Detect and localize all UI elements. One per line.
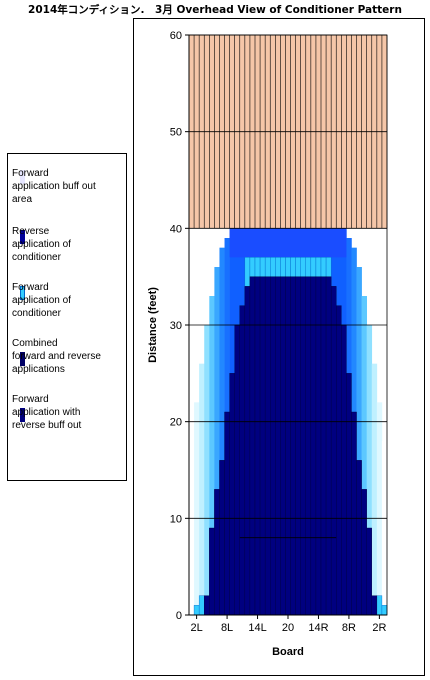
bar-forward (193, 605, 200, 616)
bar-combined (264, 276, 271, 616)
bar-forward (381, 605, 388, 616)
bar-reverse (366, 325, 373, 615)
bar-reverse (199, 363, 205, 615)
y-tick-label: 20 (170, 417, 182, 429)
bar-reverse (376, 402, 383, 615)
x-tick-label: 2L (190, 622, 202, 634)
bar-forward (376, 595, 383, 616)
legend-item-forward-reverse-buff: Forward application with reverse buff ou… (8, 393, 126, 453)
bar-combined (320, 276, 327, 616)
chart-title: 2014年コンディション. 3月 Overhead View of Condit… (28, 4, 402, 16)
bar-combined (219, 460, 225, 616)
y-tick-label: 30 (170, 320, 182, 332)
bar-combined (315, 276, 322, 616)
bar-combined (346, 373, 352, 616)
bar-combined (229, 373, 235, 616)
legend-item-reverse: Reverse application of conditioner (8, 225, 126, 285)
legend-label-combined: Combined forward and reverse application… (12, 338, 101, 375)
bar-reverse (214, 267, 220, 615)
bar-reverse (356, 267, 362, 615)
bar-combined (351, 411, 357, 616)
x-tick-label: 14L (248, 622, 266, 634)
y-tick-label: 0 (176, 610, 182, 622)
bar-combined (209, 527, 215, 616)
legend-label-forward: Forward application of conditioner (12, 282, 71, 319)
bar-combined (330, 286, 337, 616)
x-axis-ticks: 2L 8L 14L 20 14R 8R 2R (189, 614, 387, 634)
bar-combined (280, 276, 286, 616)
legend-label-buff-out: Forward application buff out area (12, 168, 96, 205)
bar-combined (214, 489, 220, 616)
y-axis-title: Distance (feet) (147, 287, 159, 363)
bar-combined (275, 276, 281, 616)
bar-combined (336, 305, 342, 616)
x-tick-label: 8R (342, 622, 356, 634)
bar-combined (270, 276, 276, 616)
legend-swatch-forward-reverse-buff (20, 408, 25, 422)
legend-swatch-buff-out (20, 170, 25, 184)
bar-reverse (204, 325, 210, 615)
bar-combined (290, 276, 296, 616)
bar-reverse (219, 247, 225, 615)
y-tick-label: 50 (170, 127, 182, 139)
legend-label-reverse: Reverse application of conditioner (12, 226, 71, 263)
bar-combined (325, 276, 332, 616)
legend-swatch-forward (20, 286, 25, 300)
bar-combined (285, 276, 291, 616)
bar-combined (239, 305, 246, 616)
bar-combined (224, 411, 230, 616)
x-tick-label: 20 (282, 622, 294, 634)
bar-combined (300, 276, 306, 616)
bar-combined (254, 276, 261, 616)
bar-combined (204, 595, 210, 616)
bar-combined (371, 595, 378, 616)
bar-combined (234, 324, 240, 616)
legend-item-buff-out: Forward application buff out area (8, 167, 126, 227)
x-tick-label: 2R (372, 622, 386, 634)
bar-combined (356, 460, 362, 616)
bar-reverse (381, 441, 388, 615)
x-axis-title: Board (272, 646, 304, 658)
bar-reverse (209, 296, 215, 615)
bar-combined (305, 276, 312, 616)
bar-combined (295, 276, 301, 616)
bar-combined (259, 276, 266, 616)
y-tick-label: 40 (170, 223, 182, 235)
bar-reverse (189, 441, 195, 615)
bar-combined (244, 286, 251, 616)
legend-swatch-reverse (20, 230, 25, 244)
bar-combined (366, 527, 372, 616)
legend: Forward application buff out area Revers… (7, 153, 127, 481)
legend-label-forward-reverse-buff: Forward application with reverse buff ou… (12, 394, 82, 431)
bar-reverse (371, 363, 378, 615)
bar-combined (361, 489, 367, 616)
bar-combined (249, 276, 256, 616)
bar-reverse-top-band (229, 228, 347, 258)
bar-combined (310, 276, 317, 616)
x-tick-label: 8L (221, 622, 233, 634)
y-tick-label: 10 (170, 513, 182, 525)
bar-combined (341, 324, 347, 616)
legend-item-combined: Combined forward and reverse application… (8, 337, 126, 397)
x-tick-label: 14R (308, 622, 328, 634)
bar-reverse (361, 296, 367, 615)
y-axis-ticks: 0 10 20 30 40 50 60 (170, 30, 190, 622)
legend-item-forward: Forward application of conditioner (8, 281, 126, 341)
legend-swatch-combined (20, 352, 25, 366)
bar-forward (198, 595, 205, 616)
y-tick-label: 60 (170, 30, 182, 42)
bar-reverse (194, 402, 200, 615)
